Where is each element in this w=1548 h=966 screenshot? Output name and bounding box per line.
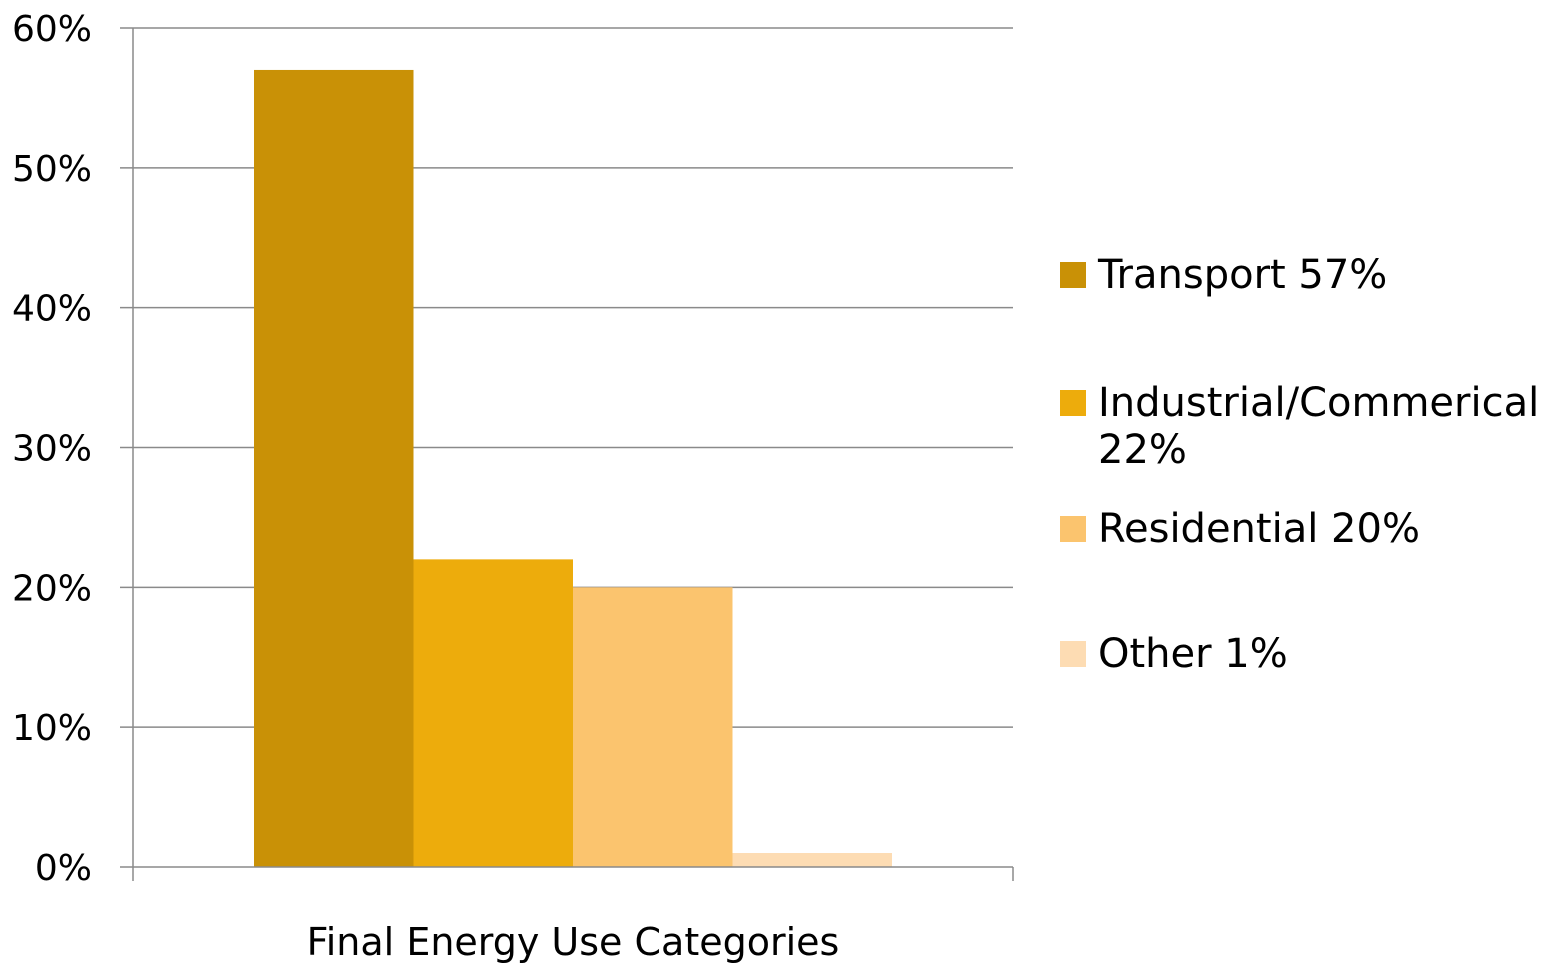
y-tick-label: 30%	[12, 429, 92, 470]
y-tick-label: 40%	[12, 289, 92, 330]
bars	[254, 69, 892, 867]
y-tick-label: 20%	[12, 568, 92, 609]
legend-label: Industrial/Commerical 22%	[1098, 380, 1539, 473]
legend-label: Other 1%	[1098, 631, 1288, 677]
axes	[120, 28, 1014, 881]
legend-swatch	[1060, 641, 1086, 667]
y-tick-label: 60%	[12, 9, 92, 50]
legend-swatch	[1060, 390, 1086, 416]
legend: Transport 57% Industrial/Commerical 22% Res…	[1060, 252, 1539, 677]
bar	[732, 853, 892, 867]
legend-label: Residential 20%	[1098, 506, 1420, 552]
bar	[573, 587, 733, 867]
legend-swatch	[1060, 516, 1086, 542]
legend-label: Transport 57%	[1097, 252, 1387, 298]
bar	[254, 69, 414, 867]
y-tick-label: 50%	[12, 149, 92, 190]
y-tick-label: 10%	[12, 708, 92, 749]
x-axis-title: Final Energy Use Categories	[307, 920, 840, 964]
legend-swatch	[1060, 262, 1086, 288]
y-tick-labels: 0% 10% 20% 30% 40% 50% 60%	[12, 9, 92, 889]
bar	[413, 559, 573, 867]
y-tick-label: 0%	[35, 848, 92, 889]
